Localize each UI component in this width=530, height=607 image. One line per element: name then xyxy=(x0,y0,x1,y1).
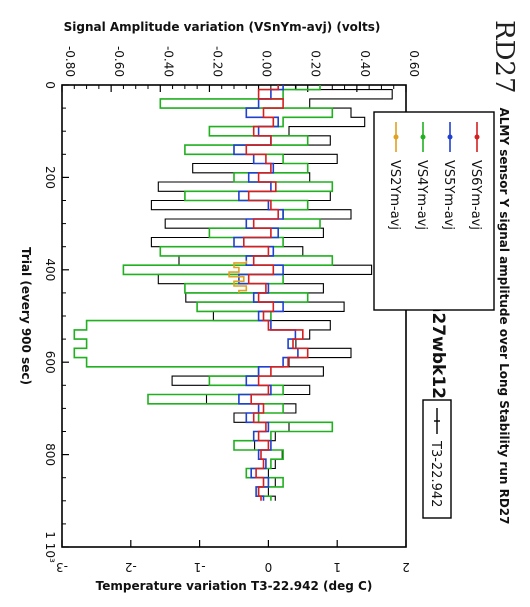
right-axis-label: Temperature variation T3-22.942 (deg C) xyxy=(96,579,373,593)
bottom-tick-label: -2 xyxy=(125,560,137,574)
temp-legend-label: T3-22.942 xyxy=(428,440,443,507)
legend-marker xyxy=(447,134,453,140)
legend-label: VS6Ym-avj xyxy=(468,160,483,230)
bottom-tick-label: 1 xyxy=(333,560,341,574)
left-tick-label: 600 xyxy=(43,351,57,374)
series-vs2ym-avj xyxy=(228,260,248,293)
left-axis-label: Signal Amplitude variation (VSnYm-avj) (… xyxy=(64,20,381,34)
top-tick-label: 0.20 xyxy=(309,50,323,77)
top-tick-label: -0.60 xyxy=(112,46,126,77)
top-tick-label: -0.40 xyxy=(161,46,175,77)
handwritten-note: RD27 xyxy=(489,20,519,94)
series-group xyxy=(73,85,393,501)
top-tick-label: 0.40 xyxy=(358,50,372,77)
top-tick-label: -0.80 xyxy=(63,46,77,77)
x-axis-label: Trial (every 900 sec) xyxy=(19,247,33,385)
legend-marker xyxy=(420,134,426,140)
legend-marker xyxy=(393,134,399,140)
legend-label: VS2Ym-avj xyxy=(387,160,402,230)
legend-box xyxy=(373,111,495,311)
bottom-tick-label: -3 xyxy=(56,560,68,574)
legend-label: VS4Ym-avj xyxy=(414,160,429,230)
legend-label: VS5Ym-avj xyxy=(441,160,456,230)
top-tick-label: -0.20 xyxy=(210,46,224,77)
series-vs4ym-avj xyxy=(73,85,334,501)
left-tick-label: 800 xyxy=(43,443,57,466)
left-tick-label: 400 xyxy=(43,258,57,281)
top-tick-label: 0.00 xyxy=(260,50,274,77)
legend-main: VS6Ym-avj VS5Ym-avj VS4Ym-avj VS2Ym-avj xyxy=(373,111,495,311)
chart-title: ALMY sensor Y signal amplitude over Long… xyxy=(497,107,511,524)
legend-marker xyxy=(474,134,480,140)
left-tick-label: 200 xyxy=(43,166,57,189)
top-tick-label: 0.60 xyxy=(407,50,421,77)
left-tick-label: 1 10³ xyxy=(43,531,57,563)
left-tick-label: 0 xyxy=(43,81,57,89)
series-vs6ym-avj xyxy=(243,85,309,501)
bottom-tick-label: 2 xyxy=(402,560,410,574)
bottom-tick-label: -1 xyxy=(194,560,206,574)
bottom-tick-label: 0 xyxy=(265,560,273,574)
axis-ticks: -0.80 -0.60 -0.40 -0.20 0.00 0.20 0.40 0.60 0 200… xyxy=(43,46,421,574)
legend-temperature: T3-22.942 xyxy=(422,399,452,519)
